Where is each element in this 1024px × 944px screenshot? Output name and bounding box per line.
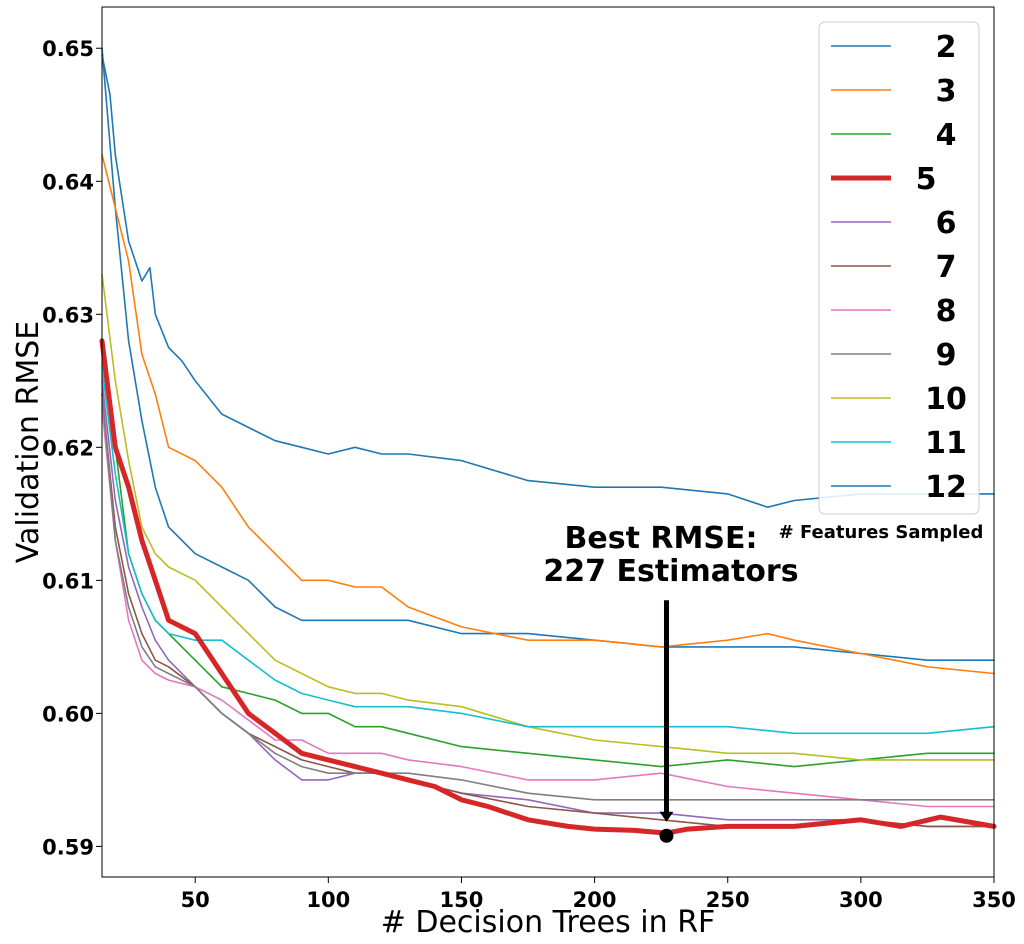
y-tick-label: 0.59	[42, 835, 94, 859]
y-tick-label: 0.64	[42, 170, 94, 194]
y-tick-label: 0.65	[42, 37, 94, 61]
y-axis-label: Validation RMSE	[11, 321, 46, 563]
legend-label-3: 3	[936, 74, 957, 109]
legend-title: # Features Sampled	[779, 522, 984, 543]
x-axis: 50 100 150 200 250 300 350	[181, 877, 1016, 912]
annotation: Best RMSE: 227 Estimators	[543, 521, 799, 843]
legend-label-2: 2	[936, 30, 957, 65]
series-line-3	[101, 153, 995, 675]
x-tick-label: 100	[306, 888, 350, 912]
x-tick-label: 200	[573, 888, 617, 912]
x-tick-label: 50	[181, 888, 210, 912]
x-tick-label: 300	[839, 888, 883, 912]
y-tick-label: 0.62	[42, 436, 94, 460]
legend: 2 3 4 5 6 7 8 9 10 11 12 # Features Sampled	[779, 21, 984, 543]
legend-label-5: 5	[916, 162, 937, 197]
legend-label-11: 11	[925, 426, 967, 461]
series-line-11	[101, 366, 995, 735]
series-layer	[99, 47, 997, 836]
legend-label-8: 8	[936, 294, 957, 329]
series-line-5	[99, 338, 997, 836]
series-line-9	[101, 393, 995, 801]
y-tick-label: 0.61	[42, 569, 94, 593]
x-tick-label: 150	[440, 888, 484, 912]
legend-label-6: 6	[936, 206, 957, 241]
legend-label-12: 12	[925, 470, 967, 505]
y-tick-label: 0.63	[42, 303, 94, 327]
legend-label-10: 10	[925, 382, 967, 417]
x-tick-label: 350	[972, 888, 1016, 912]
x-axis-label: # Decision Trees in RF	[381, 905, 716, 940]
legend-box	[818, 21, 980, 515]
series-line-6	[101, 379, 995, 828]
y-axis: 0.59 0.60 0.61 0.62 0.63 0.64 0.65	[42, 37, 102, 859]
annotation-arrow-head	[659, 811, 674, 822]
legend-label-9: 9	[936, 338, 957, 373]
series-line-8	[101, 406, 995, 808]
plot-frame	[101, 6, 995, 878]
series-line-10	[101, 273, 995, 761]
y-tick-label: 0.60	[42, 702, 94, 726]
annotation-text-line2: 227 Estimators	[543, 554, 798, 589]
series-line-12	[101, 54, 995, 509]
best-point-marker	[659, 828, 674, 843]
annotation-text-line1: Best RMSE:	[565, 521, 758, 556]
x-tick-label: 250	[706, 888, 750, 912]
legend-label-7: 7	[936, 250, 957, 285]
legend-label-4: 4	[936, 118, 957, 153]
series-line-2	[101, 47, 995, 662]
